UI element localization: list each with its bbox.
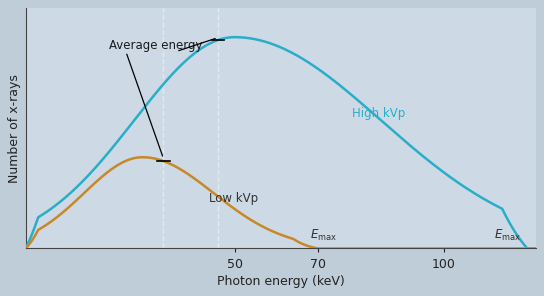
Text: High kVp: High kVp xyxy=(351,107,405,120)
X-axis label: Photon energy (keV): Photon energy (keV) xyxy=(217,275,344,288)
Text: $E_{\mathrm{max}}$: $E_{\mathrm{max}}$ xyxy=(310,228,337,243)
Text: $E_{\mathrm{max}}$: $E_{\mathrm{max}}$ xyxy=(494,228,521,243)
Text: Average energy: Average energy xyxy=(109,38,202,52)
Y-axis label: Number of x-rays: Number of x-rays xyxy=(8,74,21,183)
Text: Low kVp: Low kVp xyxy=(209,192,258,205)
